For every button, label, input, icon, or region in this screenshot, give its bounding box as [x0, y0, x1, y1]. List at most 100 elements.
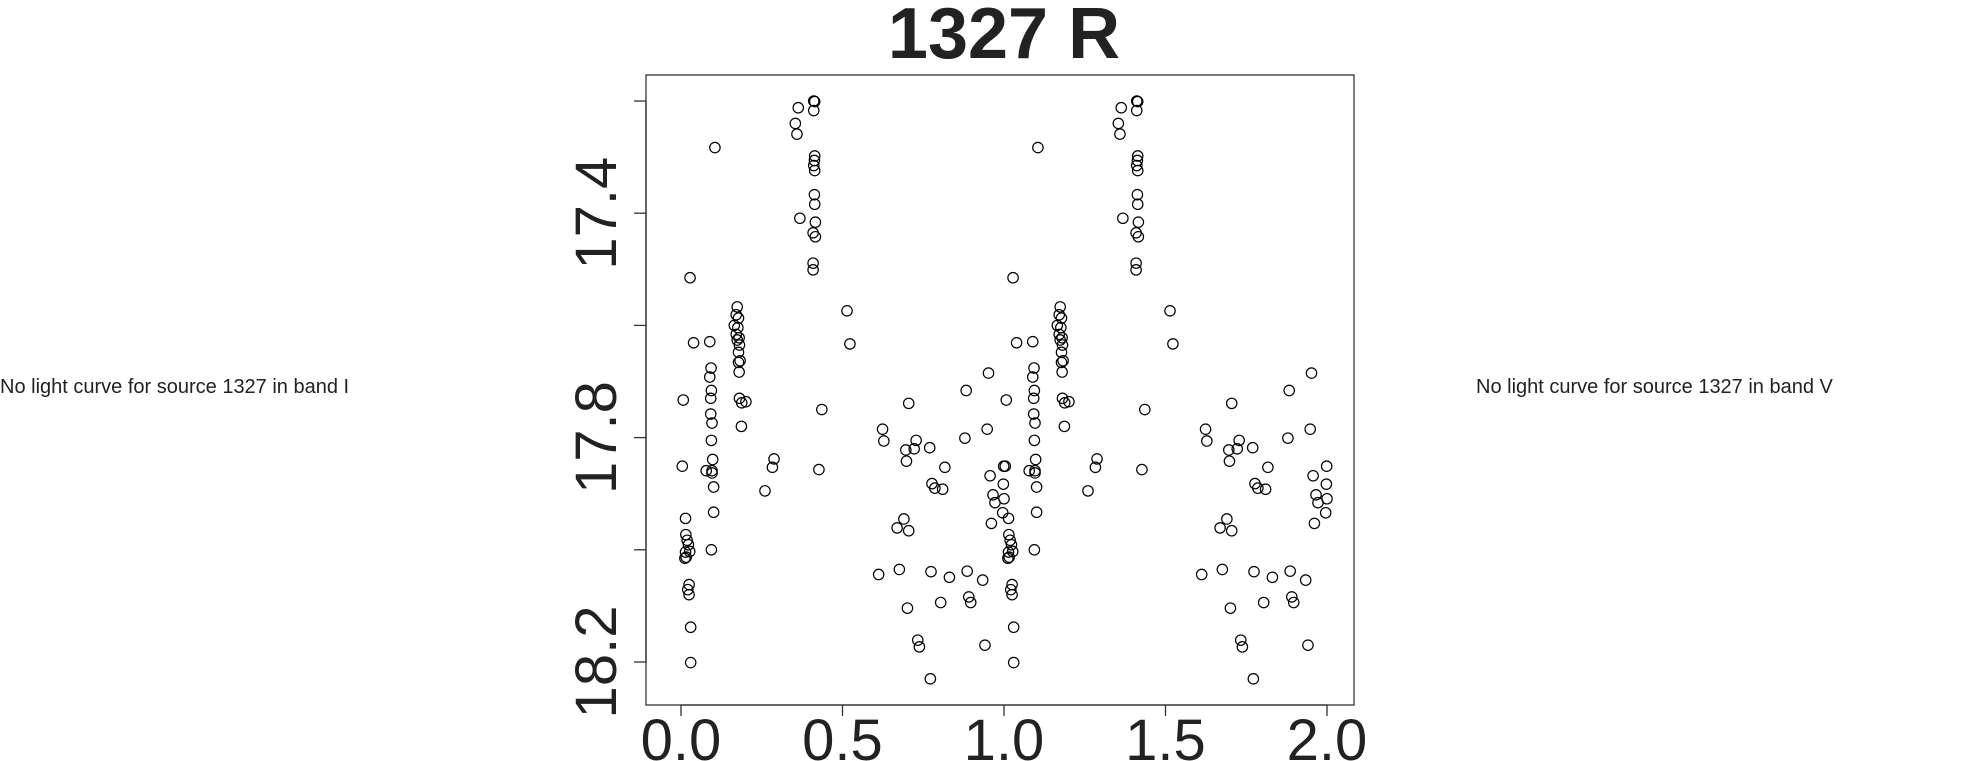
data-point — [1130, 227, 1142, 239]
data-point — [1225, 397, 1238, 410]
data-point — [684, 621, 697, 634]
data-point — [1221, 513, 1233, 525]
data-point — [731, 301, 744, 313]
data-point — [1266, 571, 1279, 584]
data-point — [1214, 522, 1226, 534]
data-point — [1164, 305, 1176, 317]
data-point — [816, 403, 828, 416]
data-point — [1058, 420, 1071, 433]
data-point — [1112, 117, 1125, 130]
data-point — [1234, 634, 1247, 646]
data-point — [1002, 512, 1015, 525]
data-point — [1054, 301, 1067, 313]
data-point — [939, 461, 951, 474]
data-point — [730, 308, 743, 321]
data-point — [1302, 639, 1314, 651]
data-point — [1319, 506, 1332, 519]
data-point — [976, 574, 989, 586]
data-point — [900, 444, 912, 456]
data-point — [1248, 565, 1260, 578]
data-point — [1089, 461, 1102, 474]
data-point — [929, 482, 941, 494]
data-point — [807, 104, 820, 117]
data-point — [679, 512, 692, 525]
data-point — [1131, 150, 1144, 162]
data-point — [1023, 464, 1035, 477]
data-point — [1004, 534, 1016, 547]
data-point — [898, 513, 910, 525]
data-point — [981, 423, 994, 435]
data-point — [891, 522, 903, 534]
data-point — [706, 467, 718, 479]
data-point — [1283, 384, 1296, 397]
data-point — [1000, 394, 1013, 406]
data-point — [1056, 339, 1069, 351]
data-point — [707, 506, 720, 519]
data-point — [841, 305, 853, 317]
data-point — [936, 483, 949, 496]
data-point — [997, 478, 1010, 490]
data-point — [704, 392, 717, 405]
data-point — [985, 517, 998, 530]
data-point — [1131, 164, 1144, 177]
data-point — [705, 543, 718, 556]
data-point — [768, 453, 780, 465]
data-point — [1287, 596, 1300, 609]
data-point — [1026, 371, 1039, 383]
data-point — [999, 460, 1012, 473]
data-point — [1216, 563, 1229, 576]
data-point — [923, 441, 936, 454]
x-tick-label: 0.5 — [802, 708, 883, 761]
data-point — [960, 384, 973, 397]
data-point — [1057, 354, 1069, 367]
data-point — [1056, 331, 1068, 344]
chart-title: 1327 R — [888, 0, 1120, 74]
data-point — [934, 596, 947, 609]
data-point — [1029, 464, 1041, 477]
x-tick-label: 2.0 — [1287, 708, 1368, 761]
data-point — [902, 397, 915, 410]
data-point — [809, 216, 822, 228]
data-point — [703, 371, 716, 383]
data-point — [902, 524, 915, 537]
data-point — [705, 434, 718, 447]
data-point — [733, 366, 745, 378]
data-point — [740, 395, 752, 408]
data-point — [1246, 441, 1259, 454]
data-point — [924, 673, 937, 685]
data-point — [683, 588, 695, 601]
data-point — [730, 328, 743, 341]
data-point — [1007, 656, 1020, 669]
data-point — [680, 551, 692, 563]
data-point — [1091, 453, 1103, 465]
data-point — [1262, 461, 1274, 474]
data-point — [982, 367, 995, 379]
data-point — [1201, 435, 1213, 447]
data-point — [1130, 104, 1143, 117]
data-point — [1167, 338, 1179, 350]
data-point — [789, 117, 802, 130]
data-point — [1233, 434, 1245, 447]
data-point — [1028, 434, 1041, 447]
data-point — [1063, 395, 1075, 408]
data-point — [1299, 574, 1312, 586]
data-point — [766, 461, 779, 474]
data-point — [1029, 453, 1042, 466]
data-point — [964, 596, 977, 609]
data-point — [1029, 417, 1041, 429]
data-point — [962, 591, 975, 603]
data-point — [901, 602, 914, 614]
data-point — [1030, 506, 1043, 519]
data-point — [1139, 403, 1151, 416]
data-point — [1136, 463, 1148, 476]
data-point — [1053, 328, 1066, 341]
data-point — [1130, 257, 1142, 269]
data-point — [844, 338, 856, 350]
data-point — [703, 335, 716, 348]
data-point — [1027, 392, 1040, 405]
data-point — [908, 443, 921, 455]
data-point — [813, 463, 825, 476]
data-point — [1007, 621, 1020, 634]
data-point — [705, 384, 718, 397]
data-point — [1054, 334, 1067, 346]
